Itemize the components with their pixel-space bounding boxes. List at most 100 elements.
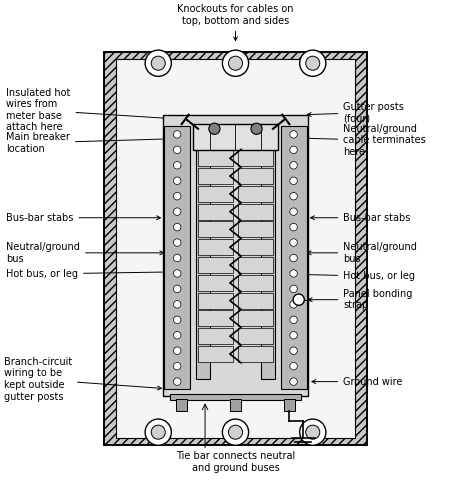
Bar — [238, 239, 273, 255]
Bar — [198, 150, 233, 166]
Circle shape — [151, 56, 165, 70]
Bar — [238, 204, 273, 220]
Text: Knockouts for cables on
top, bottom and sides: Knockouts for cables on top, bottom and … — [177, 4, 294, 41]
Text: Hot bus, or leg: Hot bus, or leg — [279, 271, 415, 281]
Circle shape — [173, 162, 181, 169]
Text: Hot bus, or leg: Hot bus, or leg — [6, 269, 192, 279]
Circle shape — [173, 363, 181, 370]
Bar — [238, 293, 273, 309]
Circle shape — [222, 419, 249, 445]
Circle shape — [290, 300, 297, 308]
Text: Panel bonding
strap: Panel bonding strap — [308, 289, 413, 311]
Text: Bus-bar stabs: Bus-bar stabs — [310, 213, 411, 223]
Bar — [105, 51, 366, 445]
Bar — [198, 221, 233, 237]
Circle shape — [290, 239, 297, 246]
Circle shape — [228, 56, 243, 70]
Circle shape — [290, 285, 297, 293]
Bar — [198, 168, 233, 184]
Text: Main breaker
location: Main breaker location — [6, 132, 189, 154]
Text: Neutral/ground
cable terminates
here: Neutral/ground cable terminates here — [305, 124, 426, 157]
Bar — [194, 124, 277, 150]
Circle shape — [290, 146, 297, 153]
Circle shape — [173, 347, 181, 354]
Circle shape — [290, 162, 297, 169]
Circle shape — [173, 332, 181, 339]
Bar — [198, 275, 233, 291]
Bar — [176, 399, 187, 411]
Circle shape — [290, 270, 297, 277]
Bar — [238, 328, 273, 344]
Circle shape — [290, 254, 297, 262]
Circle shape — [222, 50, 249, 76]
Circle shape — [173, 285, 181, 293]
Circle shape — [173, 378, 181, 385]
Circle shape — [173, 131, 181, 138]
Circle shape — [173, 254, 181, 262]
Circle shape — [290, 208, 297, 216]
Circle shape — [290, 363, 297, 370]
Circle shape — [300, 50, 326, 76]
Bar — [261, 136, 275, 379]
Bar — [198, 328, 233, 344]
Circle shape — [290, 131, 297, 138]
Bar — [196, 136, 210, 379]
Circle shape — [145, 419, 171, 445]
Text: Neutral/ground
bus: Neutral/ground bus — [6, 242, 164, 264]
Circle shape — [173, 223, 181, 231]
Text: Gutter posts
(four): Gutter posts (four) — [307, 101, 404, 123]
Text: Tie bar connects neutral
and ground buses: Tie bar connects neutral and ground buse… — [176, 451, 295, 473]
Circle shape — [300, 419, 326, 445]
Bar — [116, 58, 355, 438]
Circle shape — [228, 425, 243, 439]
Text: Ground wire: Ground wire — [312, 377, 403, 387]
Bar — [238, 168, 273, 184]
Bar — [198, 204, 233, 220]
Bar — [198, 311, 233, 326]
Bar — [198, 293, 233, 309]
Bar — [238, 186, 273, 202]
Circle shape — [290, 378, 297, 385]
Bar — [238, 257, 273, 273]
Circle shape — [173, 193, 181, 200]
Bar — [164, 126, 190, 389]
Bar — [198, 239, 233, 255]
Circle shape — [290, 193, 297, 200]
Bar — [230, 399, 241, 411]
Text: Neutral/ground
bus: Neutral/ground bus — [307, 242, 417, 264]
Text: Branch-circuit
wiring to be
kept outside
gutter posts: Branch-circuit wiring to be kept outside… — [4, 357, 162, 402]
Circle shape — [151, 425, 165, 439]
Bar — [238, 150, 273, 166]
Bar — [238, 275, 273, 291]
Circle shape — [173, 316, 181, 323]
Circle shape — [173, 177, 181, 185]
Bar — [281, 126, 307, 389]
Bar — [105, 51, 366, 445]
Circle shape — [306, 56, 320, 70]
Circle shape — [209, 123, 220, 134]
Circle shape — [290, 177, 297, 185]
Circle shape — [173, 300, 181, 308]
Bar — [198, 186, 233, 202]
Circle shape — [306, 425, 320, 439]
Text: Insulated hot
wires from
meter base
attach here: Insulated hot wires from meter base atta… — [6, 88, 180, 132]
Bar — [238, 346, 273, 362]
Text: Bus-bar stabs: Bus-bar stabs — [6, 213, 161, 223]
Bar — [284, 399, 295, 411]
Circle shape — [173, 146, 181, 153]
Circle shape — [290, 332, 297, 339]
Bar — [198, 257, 233, 273]
Circle shape — [290, 347, 297, 354]
Bar — [238, 311, 273, 326]
Circle shape — [251, 123, 262, 134]
Circle shape — [293, 294, 304, 305]
Circle shape — [290, 316, 297, 323]
Bar — [198, 346, 233, 362]
Circle shape — [145, 50, 171, 76]
Circle shape — [173, 270, 181, 277]
Circle shape — [173, 208, 181, 216]
Circle shape — [173, 239, 181, 246]
Bar — [170, 394, 301, 400]
Bar — [238, 221, 273, 237]
Bar — [163, 115, 308, 395]
